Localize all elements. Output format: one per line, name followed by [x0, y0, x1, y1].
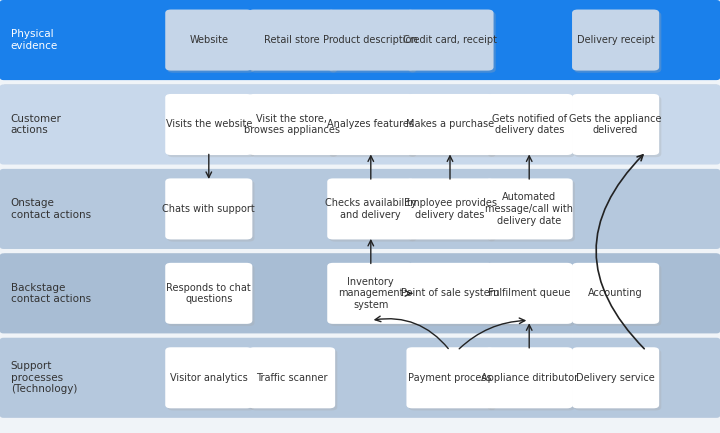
Text: Point of sale system: Point of sale system	[401, 288, 499, 298]
Text: Delivery service: Delivery service	[576, 373, 655, 383]
Text: Visit the store,
browses appliances: Visit the store, browses appliances	[243, 114, 340, 135]
FancyBboxPatch shape	[406, 94, 494, 155]
Text: Traffic scanner: Traffic scanner	[256, 373, 328, 383]
FancyBboxPatch shape	[0, 338, 720, 418]
Text: Employee provides
delivery dates: Employee provides delivery dates	[403, 198, 497, 220]
FancyBboxPatch shape	[572, 94, 660, 155]
FancyBboxPatch shape	[248, 94, 336, 155]
FancyBboxPatch shape	[248, 10, 336, 71]
FancyBboxPatch shape	[406, 10, 494, 71]
FancyBboxPatch shape	[165, 178, 252, 239]
FancyBboxPatch shape	[575, 349, 661, 410]
FancyBboxPatch shape	[485, 347, 573, 408]
FancyBboxPatch shape	[165, 10, 252, 71]
FancyBboxPatch shape	[167, 265, 255, 326]
Text: Accounting: Accounting	[588, 288, 643, 298]
FancyBboxPatch shape	[0, 84, 720, 165]
FancyBboxPatch shape	[485, 178, 573, 239]
Text: Visitor analytics: Visitor analytics	[170, 373, 248, 383]
FancyBboxPatch shape	[485, 94, 573, 155]
FancyBboxPatch shape	[251, 12, 337, 73]
FancyBboxPatch shape	[488, 349, 575, 410]
Text: Customer
actions: Customer actions	[11, 114, 62, 135]
FancyBboxPatch shape	[167, 96, 255, 157]
Text: Appliance ditributor: Appliance ditributor	[481, 373, 577, 383]
FancyBboxPatch shape	[251, 96, 337, 157]
FancyBboxPatch shape	[165, 94, 252, 155]
Text: Visits the website: Visits the website	[166, 120, 252, 129]
FancyBboxPatch shape	[409, 349, 496, 410]
FancyBboxPatch shape	[409, 12, 496, 73]
Text: Onstage
contact actions: Onstage contact actions	[11, 198, 91, 220]
Text: Website: Website	[189, 35, 228, 45]
FancyBboxPatch shape	[572, 10, 660, 71]
FancyBboxPatch shape	[327, 263, 415, 324]
Text: Checks availability
and delivery: Checks availability and delivery	[325, 198, 417, 220]
Text: Product description: Product description	[323, 35, 418, 45]
Text: Gets the appliance
delivered: Gets the appliance delivered	[570, 114, 662, 135]
Text: Physical
evidence: Physical evidence	[11, 29, 58, 51]
Text: Delivery receipt: Delivery receipt	[577, 35, 654, 45]
Text: Payment process: Payment process	[408, 373, 492, 383]
FancyBboxPatch shape	[572, 347, 660, 408]
Text: Gets notified of
delivery dates: Gets notified of delivery dates	[492, 114, 567, 135]
FancyBboxPatch shape	[327, 178, 415, 239]
FancyBboxPatch shape	[0, 253, 720, 333]
FancyBboxPatch shape	[330, 12, 416, 73]
FancyBboxPatch shape	[165, 347, 252, 408]
FancyBboxPatch shape	[409, 181, 496, 242]
Text: Retail store: Retail store	[264, 35, 320, 45]
FancyBboxPatch shape	[409, 265, 496, 326]
FancyBboxPatch shape	[167, 12, 255, 73]
FancyBboxPatch shape	[406, 347, 494, 408]
FancyBboxPatch shape	[575, 96, 661, 157]
FancyBboxPatch shape	[488, 96, 575, 157]
FancyBboxPatch shape	[251, 349, 337, 410]
Text: Makes a purchase: Makes a purchase	[406, 120, 494, 129]
FancyBboxPatch shape	[330, 181, 416, 242]
FancyBboxPatch shape	[572, 263, 660, 324]
Text: Chats with support: Chats with support	[163, 204, 255, 214]
FancyBboxPatch shape	[330, 265, 416, 326]
Text: Fulfilment queue: Fulfilment queue	[488, 288, 570, 298]
FancyBboxPatch shape	[406, 263, 494, 324]
FancyBboxPatch shape	[327, 94, 415, 155]
Text: Analyzes features: Analyzes features	[328, 120, 414, 129]
FancyBboxPatch shape	[485, 263, 573, 324]
FancyBboxPatch shape	[488, 265, 575, 326]
Text: Responds to chat
questions: Responds to chat questions	[166, 283, 251, 304]
FancyBboxPatch shape	[575, 12, 661, 73]
Text: Credit card, receipt: Credit card, receipt	[403, 35, 497, 45]
Text: Backstage
contact actions: Backstage contact actions	[11, 283, 91, 304]
FancyBboxPatch shape	[0, 169, 720, 249]
FancyBboxPatch shape	[167, 181, 255, 242]
FancyBboxPatch shape	[575, 265, 661, 326]
FancyBboxPatch shape	[248, 347, 336, 408]
Text: Support
processes
(Technology): Support processes (Technology)	[11, 361, 77, 394]
FancyBboxPatch shape	[330, 96, 416, 157]
Text: Automated
message/call with
delivery date: Automated message/call with delivery dat…	[485, 192, 573, 226]
FancyBboxPatch shape	[165, 263, 252, 324]
FancyBboxPatch shape	[409, 96, 496, 157]
FancyBboxPatch shape	[0, 0, 720, 80]
FancyBboxPatch shape	[327, 10, 415, 71]
Text: Inventory
management
system: Inventory management system	[338, 277, 403, 310]
FancyBboxPatch shape	[488, 181, 575, 242]
FancyBboxPatch shape	[167, 349, 255, 410]
FancyBboxPatch shape	[406, 178, 494, 239]
